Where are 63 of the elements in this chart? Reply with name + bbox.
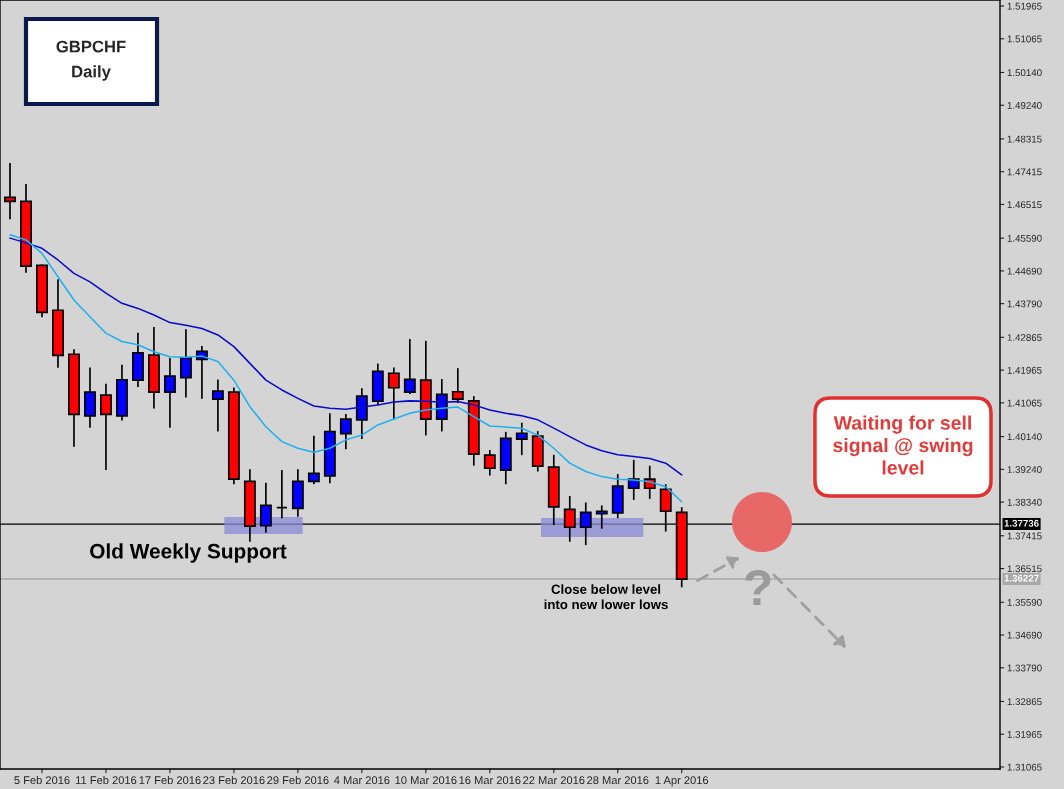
y-tick-label: 1.46515 [1007, 201, 1042, 209]
text: GBPCHF [56, 40, 126, 53]
y-tick-label: 1.51065 [1007, 35, 1042, 43]
candlestick [355, 387, 368, 440]
y-tick-label: 1.51965 [1007, 2, 1042, 10]
candlestick [595, 504, 608, 530]
candlestick [387, 366, 400, 421]
y-tick-label: 1.32865 [1007, 698, 1042, 706]
candlestick [483, 449, 496, 477]
annotation: Old Weekly Support [90, 543, 287, 563]
candlestick [100, 382, 112, 471]
x-tick-label: 16 Mar 2016 [459, 776, 521, 785]
candlestick [211, 378, 224, 433]
y-tick-label: 1.49240 [1007, 101, 1042, 109]
text: ? [745, 570, 771, 605]
candlestick [84, 366, 96, 429]
candlestick [579, 501, 592, 546]
y-tick-label: 1.34690 [1007, 631, 1042, 639]
y-tick-label: 1.50140 [1007, 69, 1042, 77]
y-tick-label: 1.39240 [1007, 466, 1042, 473]
text: Waiting for sell signal @ swing level [833, 415, 973, 475]
ref-line-label: 1.37736 [1004, 519, 1039, 527]
candlestick [515, 421, 528, 456]
ref-line-label: 1.36227 [1004, 574, 1039, 582]
candlestick [259, 481, 272, 534]
candlestick [339, 413, 352, 451]
x-tick-label: 5 Feb 2016 [14, 775, 70, 785]
candlestick [563, 495, 576, 543]
y-tick-label: 1.43790 [1007, 300, 1042, 308]
candlestick [163, 357, 176, 429]
y-tick-label: 1.37415 [1007, 532, 1042, 540]
text: Daily [72, 65, 111, 81]
candlestick [275, 469, 288, 519]
y-tick-label: 1.48315 [1007, 135, 1042, 143]
y-tick-label: 1.33790 [1007, 664, 1042, 672]
y-tick-label: 1.35590 [1007, 598, 1042, 606]
y-tick-label: 1.40140 [1007, 433, 1042, 441]
candlestick [403, 338, 416, 395]
y-tick-label: 1.41965 [1007, 366, 1042, 374]
x-tick-label: 29 Feb 2016 [267, 775, 329, 785]
x-tick-label: 4 Mar 2016 [334, 776, 390, 785]
candlestick [643, 464, 656, 500]
y-tick-label: 1.36515 [1007, 565, 1042, 573]
y-tick-label: 1.31065 [1007, 763, 1042, 771]
candlestick [4, 162, 16, 221]
x-tick-label: 11 Feb 2016 [76, 775, 137, 785]
x-tick-label: 10 Mar 2016 [395, 776, 457, 785]
y-tick-label: 1.31965 [1007, 730, 1042, 738]
candlestick [451, 367, 464, 404]
x-tick-label: 17 Feb 2016 [139, 775, 201, 785]
y-tick-label: 1.38340 [1007, 498, 1042, 506]
x-tick-label: 22 Mar 2016 [523, 776, 585, 785]
y-tick-label: 1.44690 [1007, 267, 1042, 275]
x-tick-label: 28 Mar 2016 [587, 776, 649, 785]
x-tick-label: 23 Feb 2016 [203, 775, 265, 785]
x-tick-label: 1 Apr 2016 [655, 776, 709, 787]
y-tick-label: 1.45590 [1007, 234, 1042, 242]
candlestick [307, 435, 320, 486]
y-tick-label: 1.42865 [1007, 334, 1042, 341]
annotation: Close below level into new lower lows [544, 584, 668, 610]
y-tick-label: 1.47415 [1007, 168, 1042, 176]
y-tick-label: 1.41065 [1007, 399, 1042, 407]
candlestick [179, 328, 192, 399]
